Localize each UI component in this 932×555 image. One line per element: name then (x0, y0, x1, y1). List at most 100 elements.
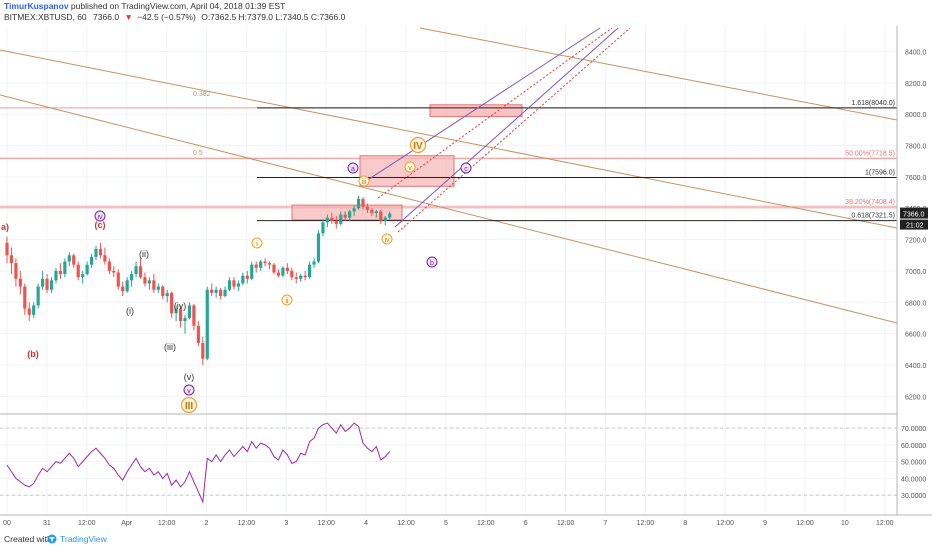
candle (183, 314, 187, 334)
price-tick-label: 7200.0 (905, 238, 927, 245)
candle-body (85, 264, 89, 275)
wave-circle-purple (426, 256, 438, 268)
tradingview-brand[interactable]: TradingView (60, 534, 108, 544)
wave-label-circled-orange: iii (362, 179, 367, 186)
candle (308, 261, 312, 279)
candle-body (361, 198, 365, 207)
time-tick-label: 9 (763, 520, 767, 527)
candle-body (76, 264, 80, 278)
candle (259, 259, 263, 271)
rsi-axis[interactable]: 70.0000 60.0000 50.0000 40.0000 30.0000 (901, 426, 926, 500)
price-tick-label: 8000.0 (905, 112, 927, 119)
wave-label-red: a) (1, 222, 9, 232)
time-tick-label: 2 (205, 520, 209, 527)
svg-text:TimurKuspanov published on Tra: TimurKuspanov published on TradingView.c… (4, 1, 285, 11)
wave-annotations: 0.382 0.5 1.618(8040.0) 50.00%(7718.5) 1(759… (1, 91, 895, 414)
candle-body (383, 217, 387, 221)
candle (361, 197, 365, 210)
candle-body (41, 278, 45, 287)
candle-body (112, 270, 116, 273)
candle (290, 267, 294, 281)
candle (352, 205, 356, 217)
candle-body (267, 263, 272, 265)
candle-body (63, 261, 67, 275)
candle-body (81, 274, 85, 278)
fib-label-05: 0.5 (193, 150, 203, 157)
candle (67, 252, 71, 267)
candle-body (219, 289, 223, 297)
candle-body (245, 275, 249, 279)
time-tick-label: 12:00 (397, 520, 415, 527)
candle-body (254, 264, 258, 268)
candle-body (49, 280, 54, 290)
candle (370, 208, 374, 217)
candle (41, 270, 45, 290)
candle (379, 209, 383, 224)
rsi-tick-label: 30.0000 (901, 493, 926, 500)
candle (285, 263, 289, 275)
candle (312, 258, 316, 268)
candle-body (116, 272, 120, 287)
fib-label-38pct: 38.20%(7408.4) (845, 199, 895, 206)
wave-label-circled-purple: b (430, 260, 434, 267)
wave-label-paren: (v) (184, 372, 195, 382)
candle-body (272, 264, 276, 273)
time-tick-label: 12:00 (317, 520, 335, 527)
fib-fan-line-05 (0, 94, 898, 324)
last-price-marker (900, 207, 928, 219)
wave-circle-purple (94, 210, 106, 222)
candle-body (89, 256, 94, 265)
candle-body (334, 220, 338, 224)
wave-label-circled-purple: c (464, 166, 468, 173)
wave-circle-orange (358, 175, 370, 187)
candle (187, 302, 192, 320)
wave-label-circled-purple: a (351, 166, 355, 173)
price-tick-label: 7000.0 (905, 269, 927, 276)
time-tick-label: 31 (43, 520, 51, 527)
author-name[interactable]: TimurKuspanov (4, 1, 69, 11)
candle-body (72, 255, 76, 265)
wave-label-red: (c) (95, 220, 106, 230)
candle-body (232, 280, 236, 287)
candle (178, 305, 183, 328)
candle-body (152, 280, 156, 290)
candle (383, 216, 387, 226)
candle (316, 230, 321, 264)
candle (81, 270, 85, 284)
created-with-text: Created with (4, 534, 52, 544)
candle (14, 258, 18, 287)
candle (32, 302, 36, 318)
price-tick-label: 8400.0 (905, 50, 927, 57)
fib-fan-line-top (419, 27, 898, 121)
candle-body (170, 292, 174, 314)
wave-label-circled-orange: iv (384, 237, 390, 244)
wave-label-paren: (iv) (174, 301, 187, 311)
wave-label-circled-orange: ii (285, 298, 289, 305)
candle-body (227, 280, 232, 290)
candle (276, 269, 281, 278)
candle (321, 219, 325, 237)
candle (170, 291, 174, 318)
candle (165, 289, 169, 303)
wave-label-circled-purple: v (187, 388, 191, 395)
candle-body (285, 267, 289, 271)
candle (89, 253, 94, 268)
candle (334, 216, 338, 229)
candle (267, 261, 272, 270)
candle (227, 277, 232, 292)
candle (27, 302, 31, 322)
candle (272, 263, 276, 275)
price-tick-label: 6400.0 (905, 363, 927, 370)
change-arrow: ▼ (124, 12, 132, 22)
candle-body (143, 277, 147, 284)
wave-circle-purple (347, 162, 359, 174)
time-axis[interactable]: 00 31 12:00 Apr 12:00 2 12:00 3 12:00 4 12:00 5 12:0… (3, 520, 894, 527)
candle (365, 203, 370, 213)
price-axis[interactable]: 6200.06400.06600.06800.07000.07200.07400… (900, 50, 928, 402)
wave-label-circled-purple: iv (97, 214, 103, 221)
rsi-tick-label: 40.0000 (901, 476, 926, 483)
candle-body (308, 264, 312, 278)
candle-body (192, 305, 196, 326)
